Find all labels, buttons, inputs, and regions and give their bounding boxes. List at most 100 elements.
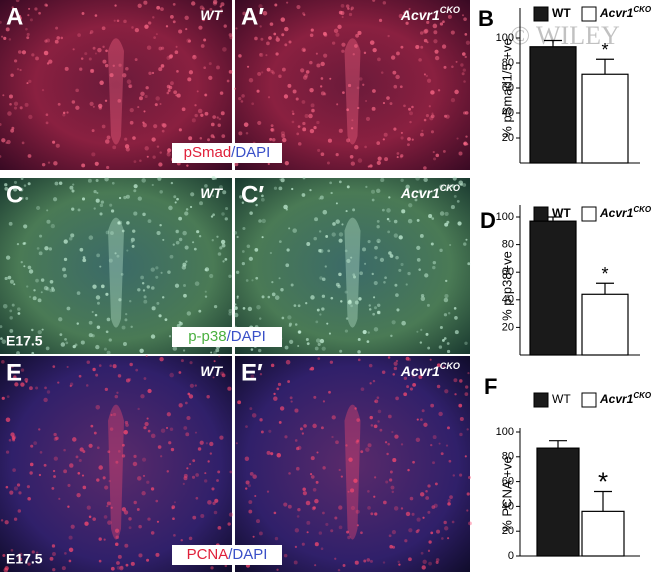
bar (529, 220, 577, 356)
nucleus (222, 260, 225, 263)
nucleus (330, 529, 334, 533)
nucleus (393, 84, 398, 89)
nucleus (313, 395, 317, 399)
nucleus (81, 474, 85, 477)
nucleus (443, 297, 449, 303)
nucleus (61, 566, 66, 571)
nucleus (91, 152, 96, 157)
nucleus (329, 360, 334, 364)
nucleus (408, 528, 413, 533)
nucleus (432, 461, 436, 465)
nucleus (342, 564, 346, 567)
nucleus (255, 203, 258, 207)
nucleus (357, 158, 363, 163)
nucleus (26, 82, 29, 85)
nucleus (416, 258, 421, 262)
nucleus (107, 520, 112, 525)
nucleus (151, 137, 156, 142)
nucleus (175, 45, 178, 48)
nucleus (221, 134, 226, 139)
nucleus (373, 280, 378, 286)
nucleus (137, 476, 142, 481)
nucleus (97, 47, 102, 53)
nucleus (465, 135, 468, 138)
nucleus (9, 309, 13, 313)
nucleus (393, 366, 398, 371)
nucleus (142, 212, 146, 217)
nucleus (108, 258, 113, 263)
nucleus (280, 131, 285, 136)
nucleus (305, 70, 310, 74)
nucleus (5, 27, 10, 32)
nucleus (43, 397, 48, 403)
nucleus (356, 524, 359, 527)
nucleus (457, 221, 462, 226)
nucleus (193, 247, 197, 251)
nucleus (462, 68, 466, 72)
nucleus (147, 517, 151, 521)
nucleus (45, 121, 49, 125)
nucleus (327, 138, 332, 143)
group-superscript: CKO (440, 5, 460, 15)
nucleus (156, 231, 161, 236)
nucleus (121, 454, 126, 458)
nucleus (118, 196, 122, 200)
nucleus (367, 490, 370, 493)
nucleus (7, 111, 12, 116)
nucleus (214, 498, 219, 503)
legend-superscript: CKO (633, 5, 652, 14)
nucleus (337, 568, 341, 572)
nucleus (267, 295, 271, 299)
nucleus (463, 17, 467, 21)
nucleus (0, 155, 2, 158)
nucleus (233, 87, 237, 90)
nucleus (427, 346, 431, 350)
nucleus (187, 392, 191, 396)
nucleus (371, 189, 376, 194)
nucleus (178, 216, 183, 221)
nucleus (430, 443, 433, 447)
nucleus (321, 346, 326, 351)
nucleus (95, 295, 101, 300)
nucleus (200, 514, 205, 519)
nucleus (55, 436, 59, 441)
nucleus (222, 47, 227, 52)
nucleus (70, 524, 75, 529)
nucleus (274, 3, 278, 7)
nucleus (268, 36, 272, 40)
nucleus (222, 190, 227, 195)
nucleus (122, 443, 125, 447)
nucleus (250, 199, 255, 204)
nucleus (458, 180, 464, 186)
nucleus (125, 313, 128, 316)
nucleus (464, 455, 467, 458)
nucleus (371, 198, 375, 202)
nucleus (13, 180, 18, 184)
nucleus (415, 437, 421, 443)
nucleus (448, 184, 452, 188)
nucleus (415, 530, 419, 534)
nucleus (238, 54, 242, 58)
stain-part: PCNA (187, 546, 229, 563)
nucleus (433, 503, 438, 508)
nucleus (151, 183, 154, 187)
nucleus (435, 153, 440, 158)
nucleus (302, 491, 307, 496)
nucleus (290, 283, 294, 287)
nucleus (146, 45, 152, 50)
nucleus (458, 403, 463, 408)
nucleus (112, 64, 115, 68)
nucleus (159, 223, 162, 227)
nucleus (160, 428, 166, 433)
nucleus (267, 162, 270, 166)
nucleus (13, 101, 19, 106)
nucleus (399, 85, 403, 89)
nucleus (12, 468, 16, 472)
nucleus (33, 289, 36, 292)
nucleus (245, 480, 250, 485)
nucleus (347, 535, 351, 540)
nucleus (376, 160, 381, 166)
nucleus (58, 497, 61, 500)
legend-swatch (581, 392, 597, 408)
nucleus (182, 262, 187, 267)
